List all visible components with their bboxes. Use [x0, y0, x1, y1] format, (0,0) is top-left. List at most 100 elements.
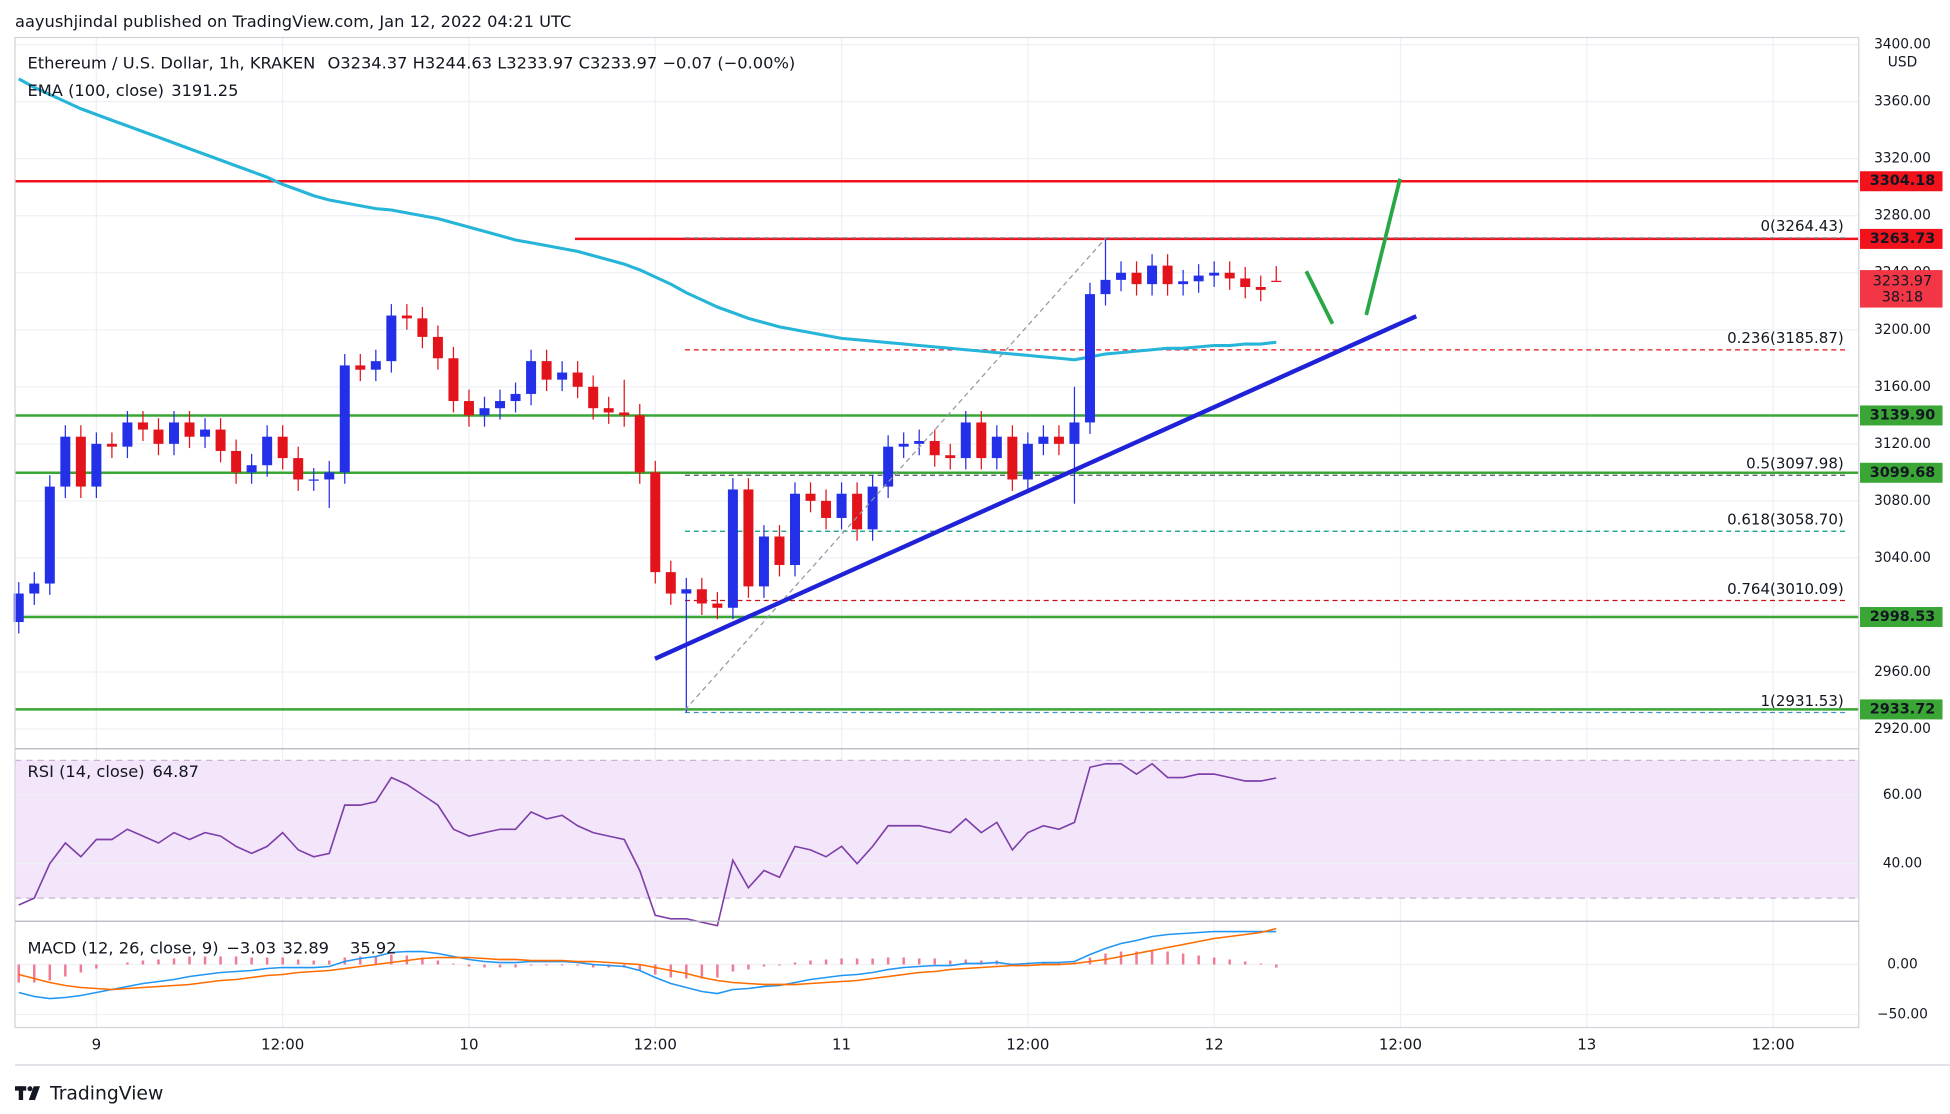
macd-hist-bar — [824, 959, 828, 965]
macd-hist-bar — [1181, 953, 1185, 965]
ohlc: O3234.37 H3244.63 L3233.97 C3233.97 −0.0… — [328, 53, 796, 72]
candle-body — [712, 603, 723, 608]
candle-body — [743, 489, 754, 587]
macd-hist-bar — [219, 956, 222, 965]
logo — [15, 1086, 41, 1100]
macd-hist-bar — [793, 962, 797, 965]
macd-hist-bar — [778, 964, 781, 966]
y-tick-label: 3320.00 — [1874, 151, 1931, 167]
candle-body — [867, 486, 878, 530]
rsi-value: 64.87 — [153, 762, 200, 781]
candle-body — [293, 458, 304, 480]
macd-hist-bar — [1135, 951, 1138, 965]
signal-line — [18, 927, 1277, 991]
macd-hist-bar — [902, 957, 905, 965]
macd-hist-bar — [591, 964, 595, 968]
macd-value: 32.89 — [283, 938, 330, 957]
candle-body — [44, 486, 55, 584]
candle-body — [122, 422, 133, 447]
candle-body — [495, 401, 506, 409]
candle-body — [634, 415, 645, 473]
candle-body — [106, 443, 117, 447]
y-tick-label: 2920.00 — [1874, 721, 1931, 737]
macd-hist-bar — [483, 964, 486, 968]
candle-body — [184, 422, 195, 437]
candle-body — [1084, 294, 1095, 423]
macd-hist-bar — [141, 960, 145, 965]
candle-body — [1022, 443, 1033, 480]
macd-hist-bar — [576, 964, 579, 966]
macd-value: −3.03 — [226, 938, 276, 957]
x-tick-label: 12:00 — [261, 1036, 304, 1054]
y-tick-label: 3040.00 — [1874, 550, 1931, 566]
arrow-up — [1364, 178, 1402, 316]
macd-hist-bar — [498, 964, 502, 968]
level-tag — [1860, 228, 1943, 249]
macd-hist-bar — [234, 956, 238, 965]
macd-hist-bar — [980, 960, 983, 965]
candle-body — [324, 472, 335, 480]
macd-hist-bar — [95, 964, 98, 969]
macd-hist-bar — [48, 964, 52, 981]
candle-body — [665, 572, 676, 594]
ema-value: 3191.25 — [171, 81, 238, 100]
currency: USD — [1888, 55, 1917, 71]
candle-body — [262, 436, 273, 466]
candle-body — [231, 450, 242, 473]
fib-label: 0.618(3058.70) — [1727, 510, 1844, 528]
y-tick-label: 3400.00 — [1874, 37, 1931, 53]
level-tag-label: 2933.72 — [1870, 701, 1935, 717]
macd-hist-bar — [949, 960, 952, 965]
x-tick-label: 11 — [832, 1036, 851, 1054]
y-tick-label: 3360.00 — [1874, 94, 1931, 110]
macd-hist-bar — [1275, 964, 1278, 968]
macd-hist-bar — [560, 964, 564, 966]
macd-hist-bar — [1259, 963, 1262, 965]
y-tick-label: 0.00 — [1887, 957, 1918, 973]
candle-body — [603, 408, 614, 413]
macd-hist-bar — [809, 960, 812, 965]
macd-hist-bar — [529, 964, 533, 966]
candle-body — [836, 493, 847, 518]
candle-body — [650, 472, 661, 573]
x-tick-label: 12:00 — [634, 1036, 677, 1054]
macd-hist-bar — [638, 964, 641, 971]
fib-trend — [684, 237, 1107, 711]
macd-hist-bar — [281, 957, 284, 965]
candle-body — [1007, 436, 1018, 480]
macd-hist-bar — [250, 957, 253, 965]
macd-hist-bar — [700, 964, 704, 979]
fib-label: 0.236(3185.87) — [1727, 329, 1844, 347]
candle-body — [339, 365, 350, 473]
macd-hist-bar — [1243, 961, 1247, 965]
x-tick-label: 12:00 — [1006, 1036, 1049, 1054]
x-tick-label: 12 — [1205, 1036, 1224, 1054]
macd-hist-bar — [296, 959, 300, 965]
candle-body — [758, 536, 769, 587]
level-tag — [1860, 462, 1943, 483]
y-tick-label: 40.00 — [1883, 856, 1922, 872]
candle-body — [1053, 436, 1064, 444]
candle-body — [821, 500, 832, 518]
macd-hist-bar — [685, 964, 688, 979]
macd-hist-bar — [452, 963, 455, 965]
macd-hist-bar — [203, 956, 207, 965]
candle-body — [898, 443, 909, 447]
x-tick-label: 13 — [1577, 1036, 1596, 1054]
symbol-title: Ethereum / U.S. Dollar, 1h, KRAKEN — [28, 53, 316, 72]
plot-area: 9 12:00 10 12:00 11 12:00 12 12:00 13 12:00 2920.0… — [13, 37, 1943, 1054]
candle-body — [572, 372, 583, 387]
x-tick-label: 10 — [459, 1036, 478, 1054]
candle-body — [696, 589, 707, 604]
candle-body — [852, 493, 863, 530]
candle-body — [1100, 279, 1111, 295]
macd-hist-bar — [917, 958, 921, 965]
macd-hist-bar — [359, 956, 362, 965]
candle-body — [883, 446, 894, 487]
macd-hist-bar — [64, 964, 67, 977]
macd-hist-bar — [731, 964, 735, 972]
candle-body — [991, 436, 1002, 459]
macd-hist-bar — [390, 954, 393, 965]
